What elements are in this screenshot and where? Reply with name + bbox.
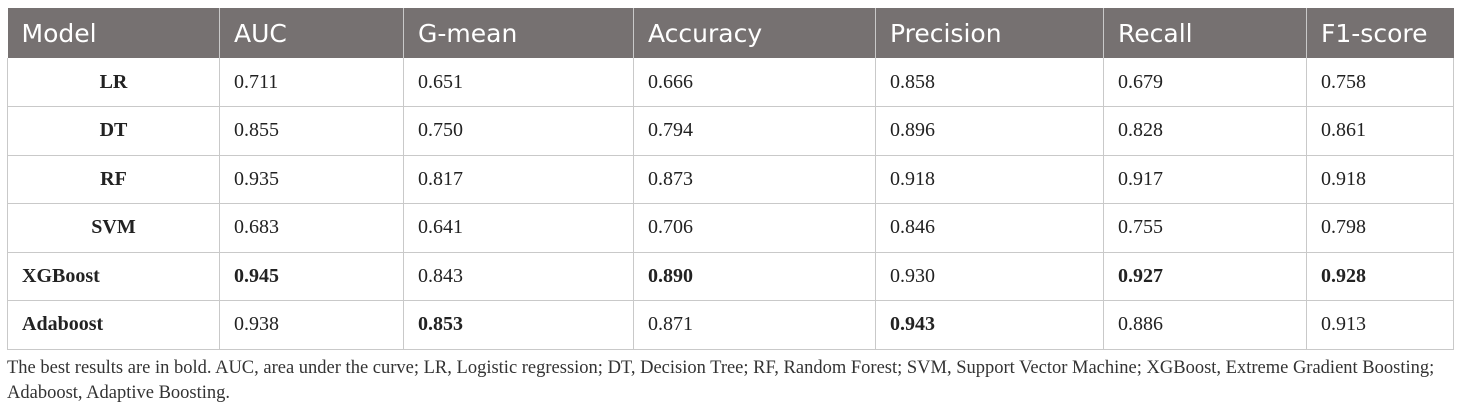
model-name-cell: XGBoost bbox=[7, 252, 220, 301]
metric-cell: 0.651 bbox=[403, 58, 634, 107]
metric-cell: 0.843 bbox=[403, 252, 634, 301]
metric-cell: 0.886 bbox=[1103, 300, 1307, 350]
header-precision: Precision bbox=[875, 8, 1104, 58]
results-table: Model AUC G-mean Accuracy Precision Reca… bbox=[7, 8, 1454, 350]
header-recall: Recall bbox=[1103, 8, 1307, 58]
metric-cell: 0.679 bbox=[1103, 58, 1307, 107]
metric-cell: 0.706 bbox=[633, 203, 876, 253]
metric-cell: 0.858 bbox=[875, 58, 1104, 107]
table-row: SVM 0.683 0.641 0.706 0.846 0.755 0.798 bbox=[7, 203, 1454, 253]
table-body: LR 0.711 0.651 0.666 0.858 0.679 0.758 DT 0.855 0… bbox=[7, 58, 1454, 350]
metric-cell: 0.828 bbox=[1103, 106, 1307, 156]
table-footnote: The best results are in bold. AUC, area … bbox=[7, 358, 1435, 403]
metric-cell: 0.938 bbox=[219, 300, 404, 350]
metric-cell: 0.817 bbox=[403, 155, 634, 204]
metric-cell: 0.943 bbox=[875, 300, 1104, 350]
table-row: XGBoost 0.945 0.843 0.890 0.930 0.927 0.928 bbox=[7, 252, 1454, 301]
metric-cell: 0.846 bbox=[875, 203, 1104, 253]
metric-cell: 0.683 bbox=[219, 203, 404, 253]
table-row: LR 0.711 0.651 0.666 0.858 0.679 0.758 bbox=[7, 58, 1454, 107]
metric-cell: 0.758 bbox=[1306, 58, 1454, 107]
header-model: Model bbox=[21, 18, 97, 48]
metric-cell: 0.750 bbox=[403, 106, 634, 156]
metric-cell: 0.873 bbox=[633, 155, 876, 204]
header-f1-score: F1-score bbox=[1306, 8, 1454, 58]
metric-cell: 0.945 bbox=[219, 252, 404, 301]
model-name-cell: Adaboost bbox=[7, 300, 220, 350]
metric-cell: 0.918 bbox=[875, 155, 1104, 204]
table-header-row: Model AUC G-mean Accuracy Precision Reca… bbox=[7, 8, 1454, 58]
metric-cell: 0.896 bbox=[875, 106, 1104, 156]
header-g-mean: G-mean bbox=[403, 8, 634, 58]
header-auc: AUC bbox=[219, 8, 404, 58]
model-name-cell: DT bbox=[7, 106, 220, 156]
metric-cell: 0.641 bbox=[403, 203, 634, 253]
metric-cell: 0.855 bbox=[219, 106, 404, 156]
metric-cell: 0.928 bbox=[1306, 252, 1454, 301]
metric-cell: 0.930 bbox=[875, 252, 1104, 301]
metric-cell: 0.913 bbox=[1306, 300, 1454, 350]
metric-cell: 0.918 bbox=[1306, 155, 1454, 204]
metric-cell: 0.871 bbox=[633, 300, 876, 350]
metric-cell: 0.794 bbox=[633, 106, 876, 156]
table-row: RF 0.935 0.817 0.873 0.918 0.917 0.918 bbox=[7, 155, 1454, 204]
model-name-cell: LR bbox=[7, 58, 220, 107]
header-accuracy: Accuracy bbox=[633, 8, 876, 58]
metric-cell: 0.798 bbox=[1306, 203, 1454, 253]
metric-cell: 0.861 bbox=[1306, 106, 1454, 156]
metric-cell: 0.917 bbox=[1103, 155, 1307, 204]
table-row: Adaboost 0.938 0.853 0.871 0.943 0.886 0.913 bbox=[7, 300, 1454, 350]
metric-cell: 0.927 bbox=[1103, 252, 1307, 301]
table-row: DT 0.855 0.750 0.794 0.896 0.828 0.861 bbox=[7, 106, 1454, 156]
metric-cell: 0.853 bbox=[403, 300, 634, 350]
metric-cell: 0.935 bbox=[219, 155, 404, 204]
metric-cell: 0.890 bbox=[633, 252, 876, 301]
model-name-cell: RF bbox=[7, 155, 220, 204]
metric-cell: 0.711 bbox=[219, 58, 404, 107]
model-name-cell: SVM bbox=[7, 203, 220, 253]
metric-cell: 0.666 bbox=[633, 58, 876, 107]
metric-cell: 0.755 bbox=[1103, 203, 1307, 253]
results-table-container: Model AUC G-mean Accuracy Precision Reca… bbox=[7, 8, 1454, 350]
